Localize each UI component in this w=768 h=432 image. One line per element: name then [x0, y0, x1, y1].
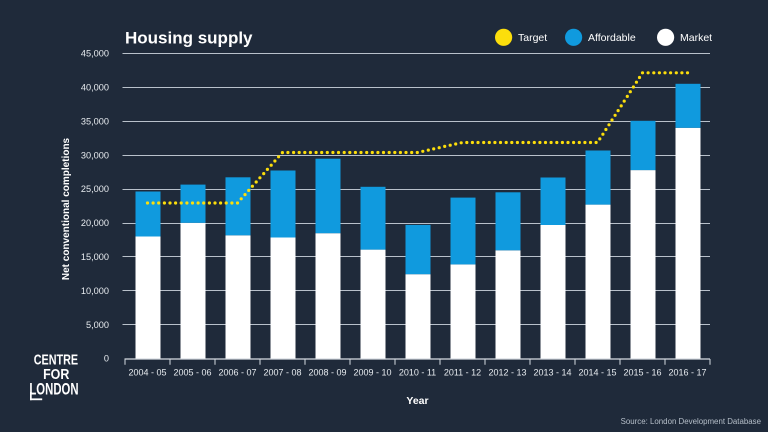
svg-text:5,000: 5,000: [86, 320, 109, 330]
svg-text:2011 - 12: 2011 - 12: [444, 368, 481, 378]
svg-text:2005 - 06: 2005 - 06: [173, 368, 211, 378]
svg-text:2006 - 07: 2006 - 07: [218, 368, 256, 378]
svg-text:2016 - 17: 2016 - 17: [668, 368, 706, 378]
svg-text:Market: Market: [680, 32, 712, 44]
svg-text:40,000: 40,000: [81, 83, 109, 93]
svg-text:Net conventional completions: Net conventional completions: [61, 137, 72, 280]
svg-text:30,000: 30,000: [81, 150, 109, 160]
svg-text:15,000: 15,000: [81, 252, 109, 262]
svg-text:Source: London Development Dat: Source: London Development Database: [621, 417, 762, 426]
svg-text:2013 - 14: 2013 - 14: [533, 368, 571, 378]
svg-text:Housing supply: Housing supply: [125, 29, 253, 48]
svg-text:LONDON: LONDON: [29, 380, 78, 399]
svg-text:Target: Target: [518, 32, 547, 44]
svg-text:2007 - 08: 2007 - 08: [263, 368, 301, 378]
svg-text:CENTRE: CENTRE: [34, 351, 79, 368]
svg-text:2012 - 13: 2012 - 13: [488, 368, 526, 378]
svg-text:10,000: 10,000: [81, 286, 109, 296]
svg-text:2009 - 10: 2009 - 10: [353, 368, 391, 378]
svg-text:25,000: 25,000: [81, 184, 109, 194]
svg-text:2014 - 15: 2014 - 15: [578, 368, 616, 378]
svg-text:2010 - 11: 2010 - 11: [399, 368, 436, 378]
svg-text:0: 0: [104, 354, 109, 364]
svg-text:45,000: 45,000: [81, 49, 109, 59]
svg-text:20,000: 20,000: [81, 218, 109, 228]
svg-text:2008 - 09: 2008 - 09: [308, 368, 346, 378]
svg-text:FOR: FOR: [43, 366, 69, 382]
svg-text:Affordable: Affordable: [588, 32, 636, 44]
svg-text:2015 - 16: 2015 - 16: [623, 368, 661, 378]
svg-text:35,000: 35,000: [81, 116, 109, 126]
svg-text:2004 - 05: 2004 - 05: [128, 368, 166, 378]
svg-text:Year: Year: [406, 395, 428, 407]
